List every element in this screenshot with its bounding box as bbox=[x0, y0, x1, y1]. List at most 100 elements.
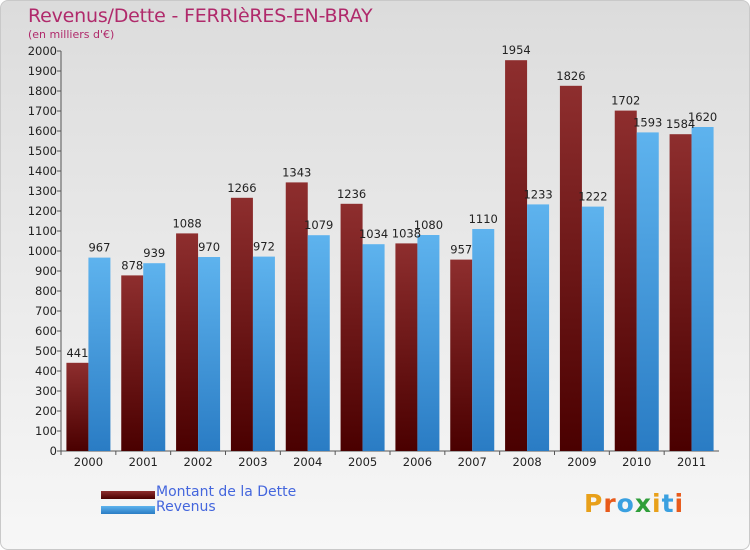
data-label: 1954 bbox=[501, 43, 530, 57]
data-label: 1584 bbox=[666, 117, 695, 131]
x-tick-label: 2005 bbox=[348, 455, 377, 469]
data-label: 970 bbox=[198, 240, 220, 254]
x-tick-label: 2001 bbox=[129, 455, 158, 469]
logo-letter: t bbox=[661, 489, 675, 518]
y-tick-label: 900 bbox=[35, 264, 57, 278]
data-labels: 441 878 1088 1266 1343 1236 1038 957 1954 1826 170… bbox=[66, 43, 717, 360]
y-tick-label: 0 bbox=[50, 444, 57, 458]
logo-letter: i bbox=[652, 489, 662, 518]
chart-title: Revenus/Dette - FERRIèRES-EN-BRAY bbox=[28, 5, 373, 27]
y-tick-label: 700 bbox=[35, 304, 57, 318]
y-tick-label: 500 bbox=[35, 344, 57, 358]
y-tick-label: 800 bbox=[35, 284, 57, 298]
bar-debt bbox=[505, 60, 528, 451]
bar-debt bbox=[340, 203, 363, 451]
y-tick-label: 1800 bbox=[28, 84, 57, 98]
data-label: 441 bbox=[66, 346, 88, 360]
legend-label-debt: Montant de la Dette bbox=[156, 484, 297, 500]
bar-revenus bbox=[88, 257, 111, 451]
x-tick-label: 2002 bbox=[183, 455, 212, 469]
y-tick-label: 1600 bbox=[28, 124, 57, 138]
bar-debt bbox=[176, 233, 199, 451]
bar-debt bbox=[230, 197, 253, 451]
x-tick-label: 2006 bbox=[403, 455, 432, 469]
bar-revenus bbox=[362, 244, 385, 451]
y-tick-label: 1100 bbox=[28, 224, 57, 238]
data-label: 1702 bbox=[611, 94, 640, 108]
data-label: 957 bbox=[450, 243, 472, 257]
chart-subtitle: (en milliers d'€) bbox=[28, 28, 115, 41]
bar-revenus bbox=[307, 235, 330, 451]
x-tick-label: 2009 bbox=[567, 455, 596, 469]
logo-letter: o bbox=[616, 489, 635, 518]
bar-debt bbox=[669, 134, 692, 451]
bar-debt bbox=[395, 243, 418, 451]
x-tick-label: 2008 bbox=[512, 455, 541, 469]
y-tick-label: 1400 bbox=[28, 164, 57, 178]
x-tick-label: 2000 bbox=[74, 455, 103, 469]
x-tick-label: 2007 bbox=[458, 455, 487, 469]
bar-revenus bbox=[143, 263, 166, 451]
data-label: 878 bbox=[121, 258, 143, 272]
legend-label-revenus: Revenus bbox=[156, 499, 216, 515]
bars bbox=[66, 60, 714, 452]
y-tick-label: 1900 bbox=[28, 64, 57, 78]
y-tick-label: 2000 bbox=[28, 44, 57, 58]
data-label: 1110 bbox=[469, 212, 498, 226]
data-label: 1593 bbox=[633, 115, 662, 129]
data-label: 972 bbox=[253, 240, 275, 254]
y-tick-label: 1000 bbox=[28, 244, 57, 258]
axes: 0 100 200 300 400 500 600 700 800 900 1000 1100 1200… bbox=[28, 44, 719, 469]
proxiti-logo: Proxiti bbox=[584, 489, 684, 518]
bar-debt bbox=[559, 85, 582, 452]
data-label: 967 bbox=[88, 241, 110, 255]
bar-debt bbox=[121, 275, 144, 451]
x-tick-label: 2004 bbox=[293, 455, 322, 469]
data-label: 1233 bbox=[523, 187, 552, 201]
data-label: 1079 bbox=[304, 218, 333, 232]
bar-revenus bbox=[252, 256, 275, 451]
data-label: 1222 bbox=[578, 190, 607, 204]
y-tick-label: 200 bbox=[35, 404, 57, 418]
data-label: 1034 bbox=[359, 227, 388, 241]
bar-revenus bbox=[527, 204, 550, 451]
y-tick-label: 300 bbox=[35, 384, 57, 398]
x-tick-label: 2011 bbox=[677, 455, 706, 469]
data-label: 1038 bbox=[392, 226, 421, 240]
bar-revenus bbox=[198, 257, 221, 451]
bar-debt bbox=[450, 259, 473, 451]
legend-swatch-revenus bbox=[101, 506, 155, 514]
data-label: 1236 bbox=[337, 187, 366, 201]
legend-swatch-debt bbox=[101, 491, 155, 499]
bar-revenus bbox=[636, 132, 659, 451]
data-label: 1080 bbox=[414, 218, 443, 232]
bar-revenus bbox=[581, 206, 604, 451]
bar-revenus bbox=[417, 235, 440, 451]
data-label: 1088 bbox=[172, 216, 201, 230]
bar-revenus bbox=[691, 127, 714, 451]
bar-debt bbox=[614, 110, 637, 451]
bar-debt bbox=[66, 362, 89, 451]
y-tick-label: 400 bbox=[35, 364, 57, 378]
x-tick-label: 2010 bbox=[622, 455, 651, 469]
y-tick-label: 600 bbox=[35, 324, 57, 338]
bar-revenus bbox=[472, 229, 495, 451]
logo-letter: x bbox=[634, 489, 652, 518]
logo-letter: r bbox=[603, 489, 617, 518]
data-label: 1343 bbox=[282, 165, 311, 179]
logo-letter: P bbox=[584, 489, 604, 518]
y-tick-label: 1700 bbox=[28, 104, 57, 118]
logo-letter: i bbox=[674, 489, 685, 518]
data-label: 939 bbox=[143, 246, 165, 260]
data-label: 1826 bbox=[556, 69, 585, 83]
y-tick-label: 1200 bbox=[28, 204, 57, 218]
y-tick-label: 1500 bbox=[28, 144, 57, 158]
data-label: 1266 bbox=[227, 181, 256, 195]
y-tick-label: 100 bbox=[35, 424, 57, 438]
bar-debt bbox=[285, 182, 308, 451]
y-tick-label: 1300 bbox=[28, 184, 57, 198]
data-label: 1620 bbox=[688, 110, 717, 124]
x-tick-label: 2003 bbox=[238, 455, 267, 469]
